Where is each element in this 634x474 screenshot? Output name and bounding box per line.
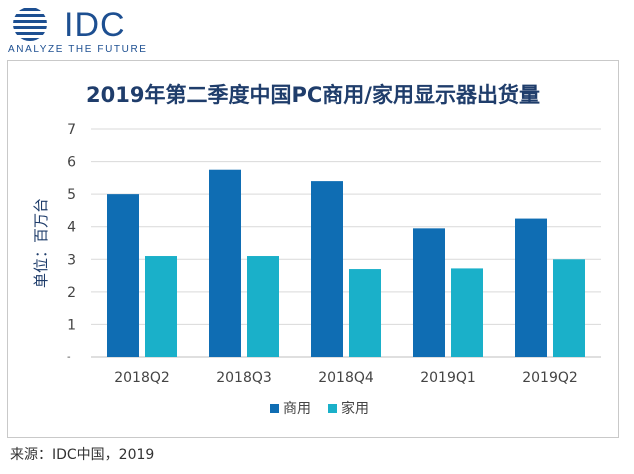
logo-tagline: ANALYZE THE FUTURE (8, 44, 148, 55)
legend-swatch (328, 404, 337, 413)
legend-label: 商用 (283, 401, 311, 417)
bar-commercial (515, 218, 547, 357)
x-tick-label: 2019Q1 (420, 370, 476, 386)
y-tick-zero-mark: - (67, 352, 71, 363)
bar-consumer (553, 259, 585, 357)
y-tick-label: 5 (67, 187, 76, 203)
y-tick-label: 7 (67, 122, 76, 138)
bar-commercial (209, 169, 241, 357)
x-tick-label: 2018Q3 (216, 370, 272, 386)
legend-label: 家用 (341, 400, 369, 417)
y-tick-label: 1 (67, 317, 76, 333)
bar-consumer (145, 256, 177, 357)
logo-wordmark: IDC (64, 6, 126, 44)
bar-commercial (413, 228, 445, 357)
y-tick-label: 3 (67, 252, 76, 268)
bar-commercial (311, 181, 343, 357)
bar-consumer (451, 268, 483, 357)
chart-title: 2019年第二季度中国PC商用/家用显示器出货量 (86, 83, 540, 107)
y-tick-label: 4 (67, 220, 76, 236)
y-tick-label: 6 (67, 155, 76, 171)
x-tick-label: 2018Q2 (114, 370, 170, 386)
legend-swatch (270, 404, 279, 413)
bar-consumer (247, 256, 279, 357)
bar-commercial (107, 194, 139, 357)
y-axis-title: 单位：百万台 (32, 198, 50, 288)
x-tick-label: 2018Q4 (318, 370, 374, 386)
globe-icon (13, 8, 47, 41)
chart-frame: 2019年第二季度中国PC商用/家用显示器出货量 (7, 60, 619, 438)
idc-logo: IDC ANALYZE THE FUTURE (6, 6, 186, 55)
source-note: 来源：IDC中国，2019 (10, 447, 155, 463)
y-tick-label: 2 (67, 285, 76, 301)
x-tick-label: 2019Q2 (522, 370, 578, 386)
bar-consumer (349, 269, 381, 357)
